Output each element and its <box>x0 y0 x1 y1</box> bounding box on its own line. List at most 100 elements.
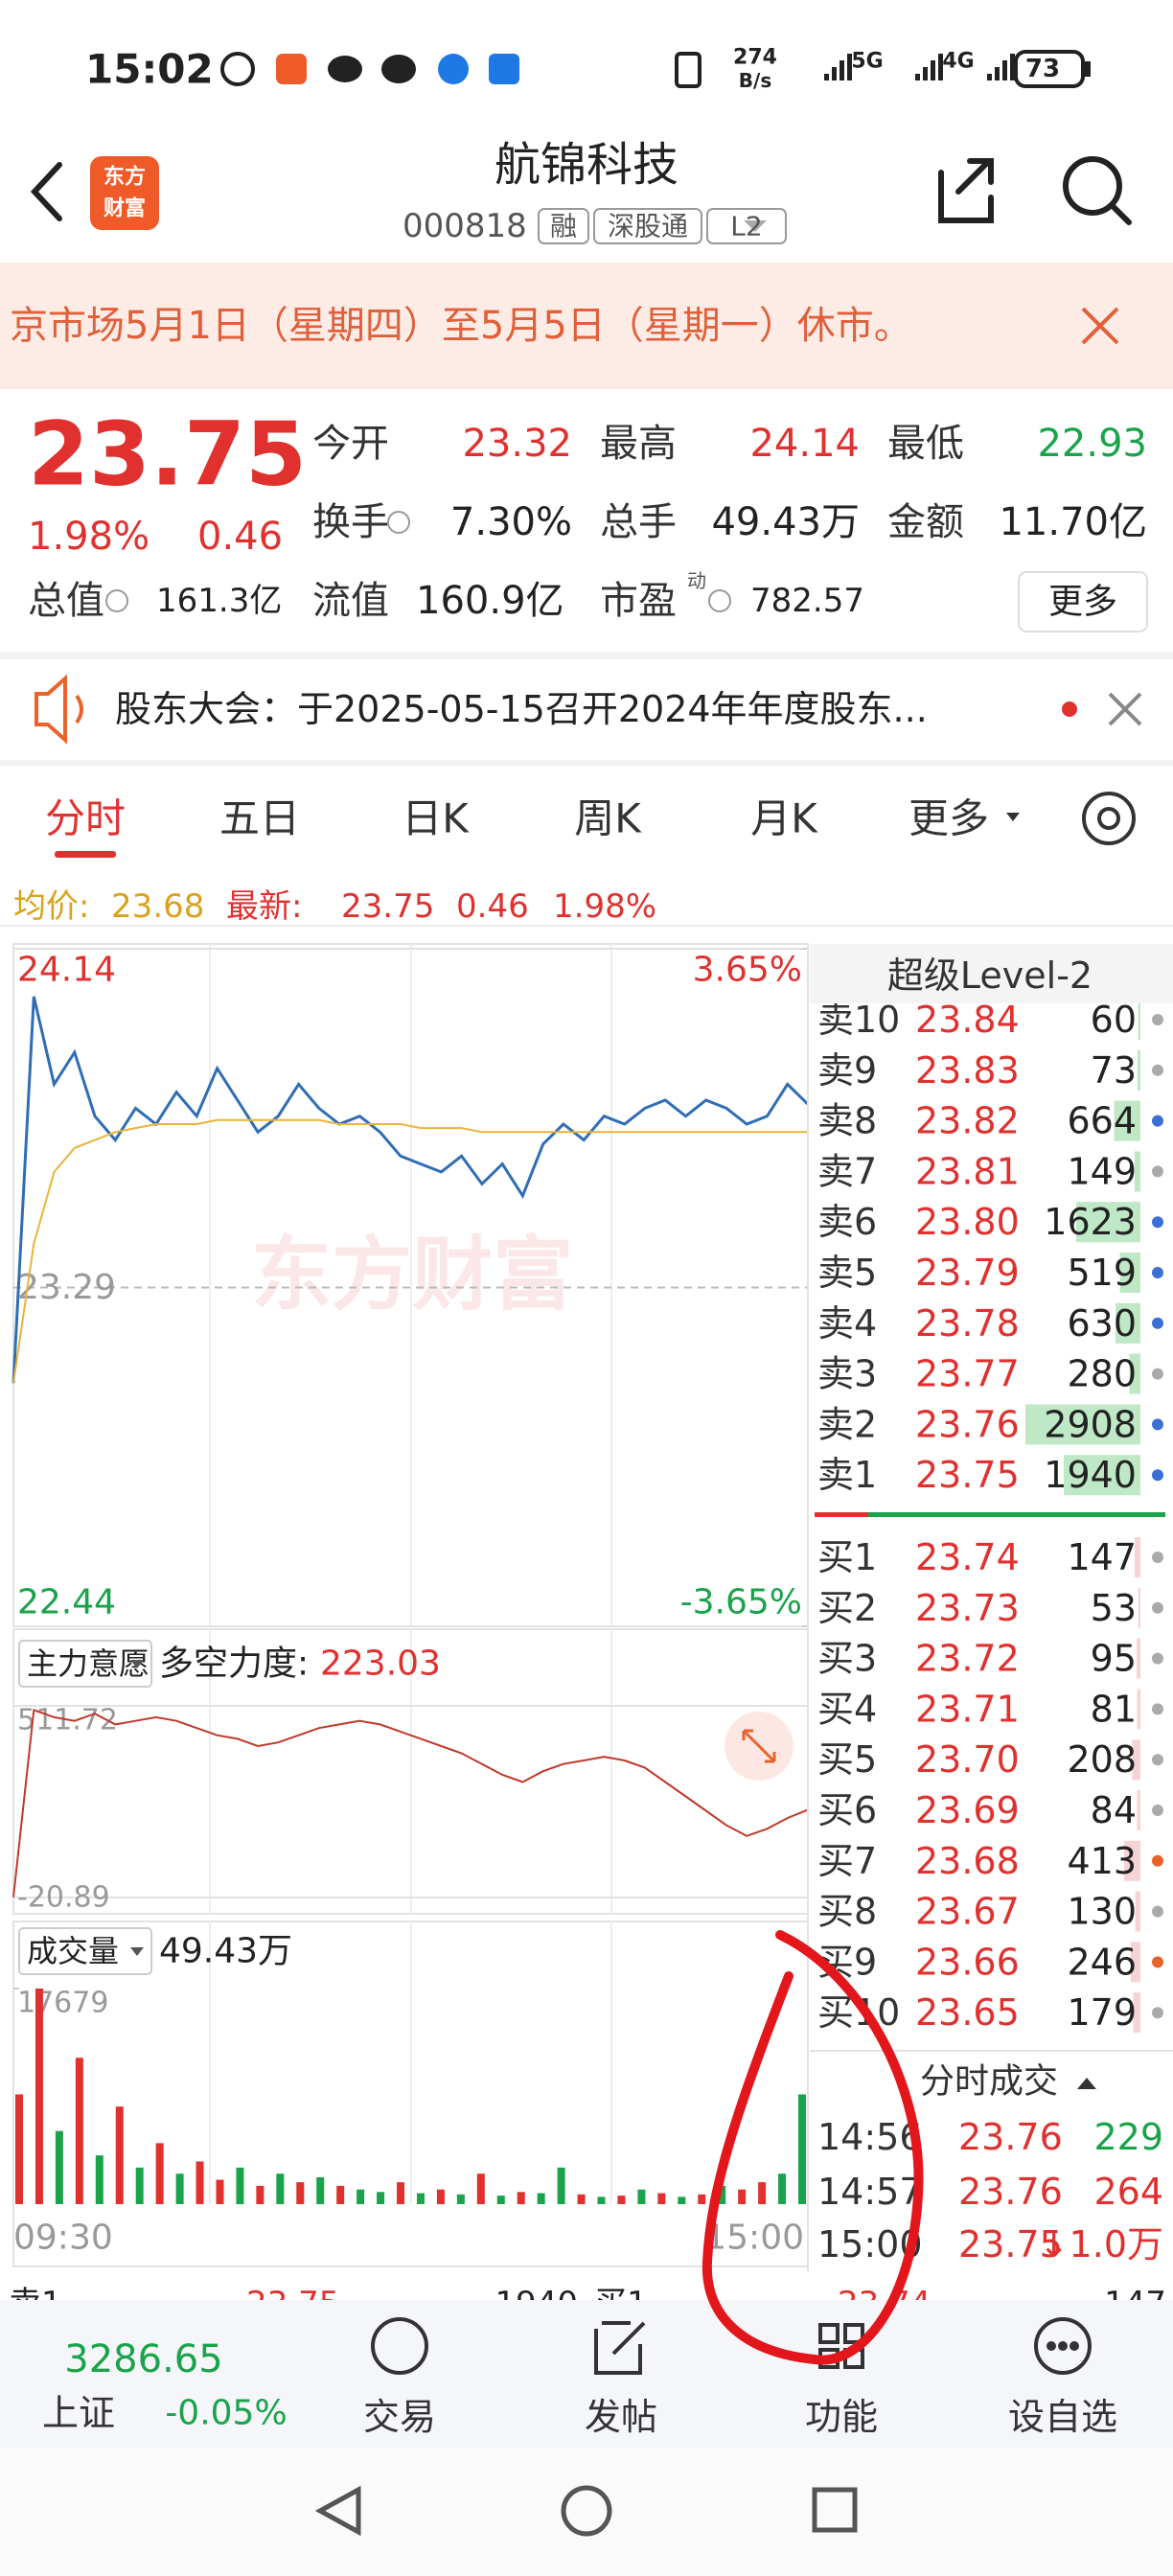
settings-icon[interactable] <box>1082 792 1136 845</box>
nav-item[interactable]: 设自选 <box>1008 2396 1117 2438</box>
notice-close[interactable] <box>1108 692 1142 726</box>
book-dot <box>1152 2007 1163 2019</box>
book-price: 23.79 <box>915 1252 1020 1294</box>
volume-highlight <box>1133 1992 1140 2034</box>
info-icon <box>387 511 410 534</box>
stock-tag: 融 <box>550 211 577 242</box>
volume-bar <box>436 2189 445 2204</box>
more-button-text[interactable]: 更多 <box>1048 583 1117 622</box>
book-label: 买7 <box>817 1840 877 1882</box>
book-dot <box>1152 1703 1163 1715</box>
book-price: 23.75 <box>915 1454 1020 1496</box>
book-title: 超级Level-2 <box>887 954 1092 997</box>
x-tick-label: 15:00 <box>704 2219 804 2258</box>
volume-bar <box>135 2167 144 2204</box>
trade-volume: 264 <box>1093 2171 1163 2213</box>
status-icons <box>220 50 1091 88</box>
volume-bar <box>175 2174 184 2204</box>
more-button[interactable] <box>1018 571 1148 632</box>
selector-text[interactable]: 主力意愿 <box>27 1645 150 1682</box>
index-name[interactable]: 上证 <box>42 2392 115 2434</box>
volume-bar <box>216 2179 224 2204</box>
book-volume: 147 <box>1067 1536 1137 1578</box>
tab[interactable]: 分时 <box>45 795 126 842</box>
field-value: 49.43万 <box>711 500 860 544</box>
watermark: 东方财富 <box>251 1228 573 1322</box>
volume-bar <box>356 2189 365 2204</box>
book-dot <box>1152 1601 1163 1614</box>
volume-bar <box>377 2192 385 2204</box>
back-button[interactable] <box>30 162 62 221</box>
volume-highlight <box>1063 1455 1140 1496</box>
share-button[interactable] <box>938 158 994 223</box>
signal-bar <box>1010 54 1015 80</box>
volume-highlight <box>1137 1790 1140 1830</box>
banner-close[interactable] <box>1081 307 1119 345</box>
volume-bar <box>276 2174 285 2204</box>
index-value[interactable]: 3286.65 <box>64 2337 222 2381</box>
volume-bar <box>517 2192 525 2204</box>
volume-bar <box>657 2193 666 2204</box>
book-dot <box>1152 1115 1163 1127</box>
volume-bar <box>718 2185 726 2204</box>
book-price: 23.81 <box>915 1150 1020 1192</box>
book-volume: 664 <box>1067 1100 1137 1142</box>
volume-bar <box>617 2196 626 2204</box>
tab[interactable]: 更多 <box>908 795 989 842</box>
field-value: 782.57 <box>750 582 864 620</box>
spread-bar-green <box>868 1512 1165 1517</box>
summary-change: 0.46 <box>456 887 529 926</box>
book-label: 买3 <box>817 1638 877 1680</box>
volume-bar <box>316 2177 325 2204</box>
tab[interactable]: 五日 <box>219 795 300 842</box>
field-value: 7.30% <box>450 500 572 544</box>
tab[interactable]: 月K <box>750 795 818 842</box>
nav-item[interactable]: 发帖 <box>585 2396 657 2438</box>
book-dot <box>1152 1216 1163 1229</box>
stock-tag: L2 <box>730 211 762 242</box>
signal-bar <box>923 67 928 80</box>
series-line <box>12 996 810 1384</box>
book-price: 23.66 <box>915 1941 1020 1983</box>
selector-box[interactable] <box>18 1640 152 1688</box>
book-dot <box>1152 1165 1163 1178</box>
book-price: 23.71 <box>915 1688 1020 1730</box>
volume-bar <box>456 2194 465 2204</box>
search-button[interactable] <box>1063 156 1122 216</box>
book-price: 23.84 <box>915 999 1020 1041</box>
field-label: 总值 <box>28 579 104 623</box>
volume-highlight <box>1130 1942 1140 1983</box>
nav-item[interactable]: 功能 <box>805 2396 878 2438</box>
tab[interactable]: 日K <box>402 795 470 842</box>
index-change[interactable]: -0.05% <box>165 2394 287 2433</box>
volume-bar <box>738 2189 747 2204</box>
y2-tick-label: -3.65% <box>680 1583 802 1622</box>
tab[interactable]: 周K <box>574 795 642 842</box>
unread-dot <box>1062 702 1077 717</box>
system-nav[interactable] <box>314 2485 858 2537</box>
volume-bar <box>537 2193 545 2204</box>
book-price: 23.70 <box>915 1738 1020 1781</box>
book-label: 买6 <box>817 1789 877 1831</box>
book-volume: 60 <box>1091 999 1137 1041</box>
selector-box[interactable] <box>18 1927 152 1975</box>
book-volume: 179 <box>1067 1991 1137 2034</box>
selector-text[interactable]: 成交量 <box>27 1933 119 1969</box>
book-label: 买4 <box>817 1688 877 1730</box>
book-label: 买2 <box>817 1587 877 1629</box>
book-price: 23.77 <box>915 1353 1020 1395</box>
book-dot <box>1152 1064 1163 1076</box>
logo[interactable] <box>90 156 159 230</box>
field-label: 最低 <box>887 422 964 466</box>
volume-bar <box>758 2182 767 2204</box>
book-volume: 53 <box>1091 1587 1137 1629</box>
status-time: 15:02 <box>85 46 214 93</box>
nav-item[interactable]: 交易 <box>363 2396 436 2438</box>
book-price: 23.73 <box>915 1587 1020 1629</box>
book-label: 买5 <box>817 1738 877 1781</box>
pe-tag: 动 <box>687 569 706 592</box>
book-dot <box>1152 1905 1163 1918</box>
book-volume: 73 <box>1091 1049 1137 1092</box>
tag-box <box>538 208 589 244</box>
net-speed-unit: B/s <box>739 69 771 92</box>
